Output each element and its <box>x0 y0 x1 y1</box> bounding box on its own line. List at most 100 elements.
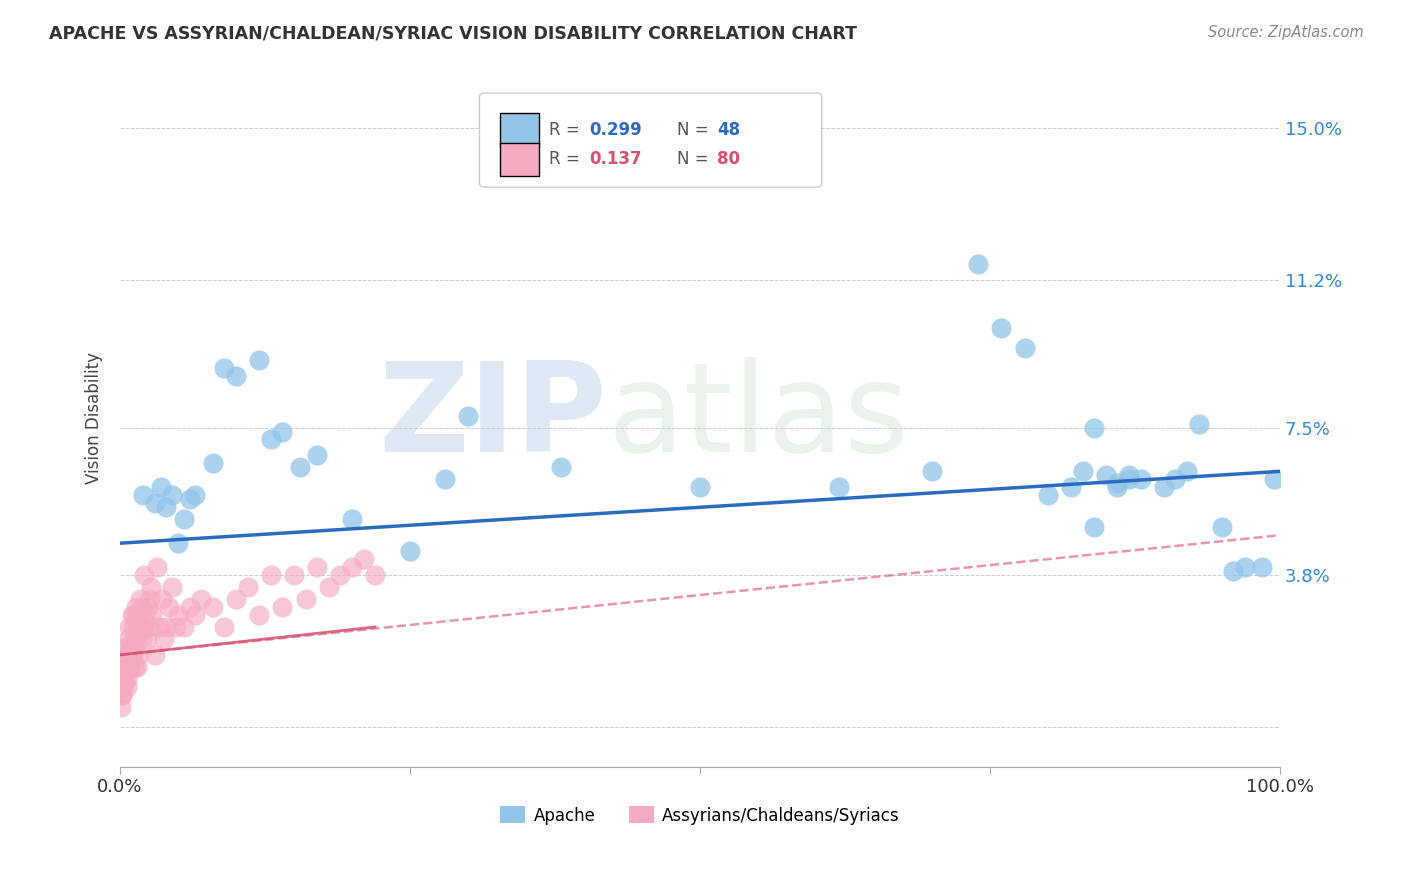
Point <box>1118 468 1140 483</box>
Point <box>179 492 201 507</box>
Point <box>340 560 363 574</box>
Point <box>271 600 294 615</box>
Point <box>184 607 207 622</box>
Text: R =: R = <box>550 120 585 138</box>
Point <box>143 648 166 662</box>
Text: Source: ZipAtlas.com: Source: ZipAtlas.com <box>1208 25 1364 40</box>
Point <box>1153 480 1175 494</box>
Point <box>1263 472 1285 486</box>
Point <box>143 496 166 510</box>
Point <box>1071 464 1094 478</box>
Point <box>1129 472 1152 486</box>
Point <box>1188 417 1211 431</box>
Point <box>117 648 139 662</box>
Point <box>128 592 150 607</box>
Point <box>125 620 148 634</box>
Text: N =: N = <box>676 150 714 169</box>
Point <box>114 660 136 674</box>
FancyBboxPatch shape <box>501 113 538 146</box>
Point <box>225 592 247 607</box>
Point <box>117 660 139 674</box>
Point <box>201 457 224 471</box>
Point <box>990 320 1012 334</box>
Point <box>399 544 422 558</box>
Point <box>110 699 132 714</box>
Point <box>122 607 145 622</box>
Point <box>118 648 141 662</box>
Point <box>111 688 134 702</box>
Point <box>1107 476 1129 491</box>
Text: ZIP: ZIP <box>378 357 607 478</box>
Point <box>110 680 132 694</box>
Point <box>148 620 170 634</box>
Text: 0.299: 0.299 <box>589 120 643 138</box>
Point <box>124 660 146 674</box>
Point <box>828 480 851 494</box>
Point <box>112 672 135 686</box>
Point <box>160 488 183 502</box>
Point <box>117 632 139 646</box>
Point <box>247 607 270 622</box>
Point <box>1095 468 1118 483</box>
Point <box>135 632 157 646</box>
Point <box>214 620 236 634</box>
Point <box>307 560 329 574</box>
Text: 48: 48 <box>717 120 741 138</box>
FancyBboxPatch shape <box>479 93 821 187</box>
Y-axis label: Vision Disability: Vision Disability <box>86 351 103 483</box>
Point <box>1175 464 1198 478</box>
FancyBboxPatch shape <box>501 143 538 176</box>
Point <box>1036 488 1059 502</box>
Point <box>141 580 163 594</box>
Point <box>118 620 141 634</box>
Point <box>260 568 283 582</box>
Point <box>364 568 387 582</box>
Point <box>121 607 143 622</box>
Point <box>160 580 183 594</box>
Point <box>155 500 177 515</box>
Point <box>124 632 146 646</box>
Point <box>127 607 149 622</box>
Point <box>120 640 142 654</box>
Point <box>165 620 187 634</box>
Point <box>121 620 143 634</box>
Point <box>173 620 195 634</box>
Point <box>1251 560 1274 574</box>
Point <box>129 620 152 634</box>
Point <box>128 648 150 662</box>
Point <box>120 660 142 674</box>
Point <box>236 580 259 594</box>
Text: APACHE VS ASSYRIAN/CHALDEAN/SYRIAC VISION DISABILITY CORRELATION CHART: APACHE VS ASSYRIAN/CHALDEAN/SYRIAC VISIO… <box>49 25 858 43</box>
Point <box>114 660 136 674</box>
Point <box>1233 560 1256 574</box>
Point <box>114 640 136 654</box>
Point <box>131 632 153 646</box>
Point <box>121 648 143 662</box>
Point <box>1060 480 1083 494</box>
Legend: Apache, Assyrians/Chaldeans/Syriacs: Apache, Assyrians/Chaldeans/Syriacs <box>501 806 900 824</box>
Point <box>550 460 572 475</box>
Point <box>149 480 172 494</box>
Point <box>127 632 149 646</box>
Point <box>1211 520 1233 534</box>
Point <box>122 640 145 654</box>
Point <box>115 672 138 686</box>
Point <box>138 620 160 634</box>
Point <box>271 425 294 439</box>
Point <box>155 620 177 634</box>
Point <box>121 648 143 662</box>
Point <box>1222 564 1244 578</box>
Point <box>318 580 340 594</box>
Point <box>128 620 150 634</box>
Point <box>1164 472 1187 486</box>
Point <box>112 680 135 694</box>
Point <box>141 607 163 622</box>
Point <box>134 607 156 622</box>
Point <box>167 536 190 550</box>
Point <box>329 568 352 582</box>
Point <box>214 360 236 375</box>
Point <box>153 632 176 646</box>
Point <box>127 660 149 674</box>
Point <box>1083 420 1105 434</box>
Point <box>433 472 456 486</box>
